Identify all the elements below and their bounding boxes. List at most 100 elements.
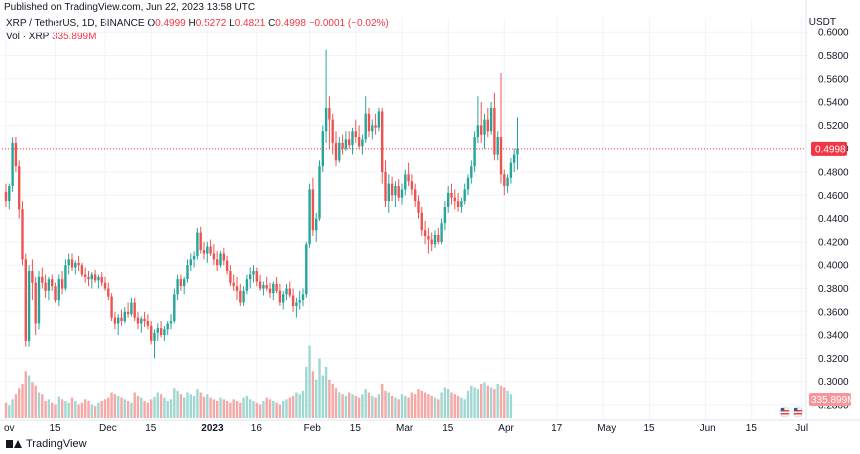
y-tick-label: 0.3000 [818, 377, 849, 388]
volume-bar [14, 394, 18, 418]
tradingview-brand[interactable]: TradingView [6, 438, 87, 450]
volume-bar [423, 392, 427, 418]
candle-body [321, 131, 324, 167]
candle-body [278, 290, 282, 303]
volume-bar [311, 371, 315, 418]
high-label: H [188, 18, 196, 29]
volume-legend: Vol · XRP 335.899M [6, 31, 96, 42]
volume-bar [27, 375, 31, 418]
us-flag-canton-icon [780, 408, 785, 411]
candle-body [447, 192, 450, 207]
x-tick-label: Jun [700, 423, 716, 434]
candle-body [390, 183, 394, 196]
volume-bar [4, 402, 8, 418]
volume-bar [146, 402, 150, 418]
volume-tag-label: 335.899M [811, 395, 855, 406]
candle-body [196, 232, 199, 256]
volume-bar [410, 392, 414, 418]
volume-bar [258, 404, 262, 418]
candle-body [126, 311, 130, 315]
candle-body [44, 282, 47, 291]
candle-body [156, 328, 159, 333]
volume-bar [232, 399, 235, 418]
volume-bar [460, 397, 463, 418]
volume-bar [400, 394, 404, 418]
volume-bar [321, 375, 324, 418]
volume-bar [252, 401, 255, 418]
volume-bar [351, 394, 354, 418]
volume-bar [216, 401, 219, 418]
candle-body [219, 253, 222, 266]
volume-bar [443, 387, 447, 418]
candle-body [311, 189, 315, 231]
candle-body [110, 296, 113, 318]
volume-bar [159, 394, 163, 418]
volume-bar [262, 401, 265, 418]
volume-bar [57, 396, 60, 418]
volume-bar [103, 399, 107, 418]
candle-body [225, 260, 229, 272]
x-tick-label: 15 [442, 423, 454, 434]
volume-bar [338, 392, 341, 418]
candle-body [84, 274, 87, 277]
volume-bar [384, 390, 387, 418]
volume-bar [298, 394, 301, 418]
volume-bar [456, 395, 460, 418]
candle-body [54, 286, 57, 301]
volume-bar [90, 404, 93, 418]
close-value: 0.4998 [275, 18, 306, 29]
volume-bar [87, 401, 90, 418]
candle-body [397, 185, 400, 198]
x-tick-label: ov [4, 423, 15, 434]
candle-body [11, 142, 14, 186]
candle-body [513, 154, 516, 163]
volume-bar [212, 399, 216, 418]
candle-body [216, 259, 219, 266]
candle-body [420, 212, 423, 231]
y-tick-label: 0.3800 [818, 284, 849, 295]
candle-body [288, 288, 291, 296]
volume-bar [222, 399, 225, 418]
candle-body [493, 107, 496, 155]
current-price-tag [811, 141, 847, 156]
volume-bar [427, 394, 430, 418]
candle-body [90, 274, 93, 280]
candle-body [291, 295, 295, 306]
candle-body [351, 131, 354, 146]
candle-body [183, 279, 186, 287]
volume-bar [331, 384, 334, 418]
current-price-tag-label: 0.4998 [815, 144, 846, 155]
volume-bar [156, 392, 159, 418]
candle-body [136, 317, 140, 324]
candle-body [308, 189, 311, 245]
volume-bar [179, 394, 183, 418]
candle-body [51, 279, 54, 287]
volume-bar [414, 394, 417, 418]
volume-bar [206, 394, 209, 418]
candle-body [199, 232, 202, 251]
volume-bar [123, 399, 126, 418]
candle-body [186, 265, 189, 280]
volume-bar [506, 390, 509, 418]
candle-body [189, 259, 192, 266]
volume-bar [173, 388, 176, 418]
candle-body [258, 281, 262, 289]
candle-body [21, 209, 24, 260]
y-tick-label: 0.3600 [818, 307, 849, 318]
candle-body [117, 317, 120, 324]
volume-bar [493, 389, 496, 418]
candle-body [357, 137, 361, 147]
candle-body [202, 250, 206, 254]
x-tick-label: 15 [350, 423, 362, 434]
tradingview-logo-icon [6, 439, 22, 449]
volume-value: 335.899M [51, 31, 97, 42]
volume-bar [463, 399, 466, 418]
candle-body [499, 137, 503, 175]
candle-body [417, 201, 420, 213]
volume-bar [255, 402, 258, 418]
candle-body [166, 323, 169, 330]
candle-body [113, 317, 117, 324]
volume-bar [202, 396, 206, 418]
candle-body [344, 139, 348, 149]
